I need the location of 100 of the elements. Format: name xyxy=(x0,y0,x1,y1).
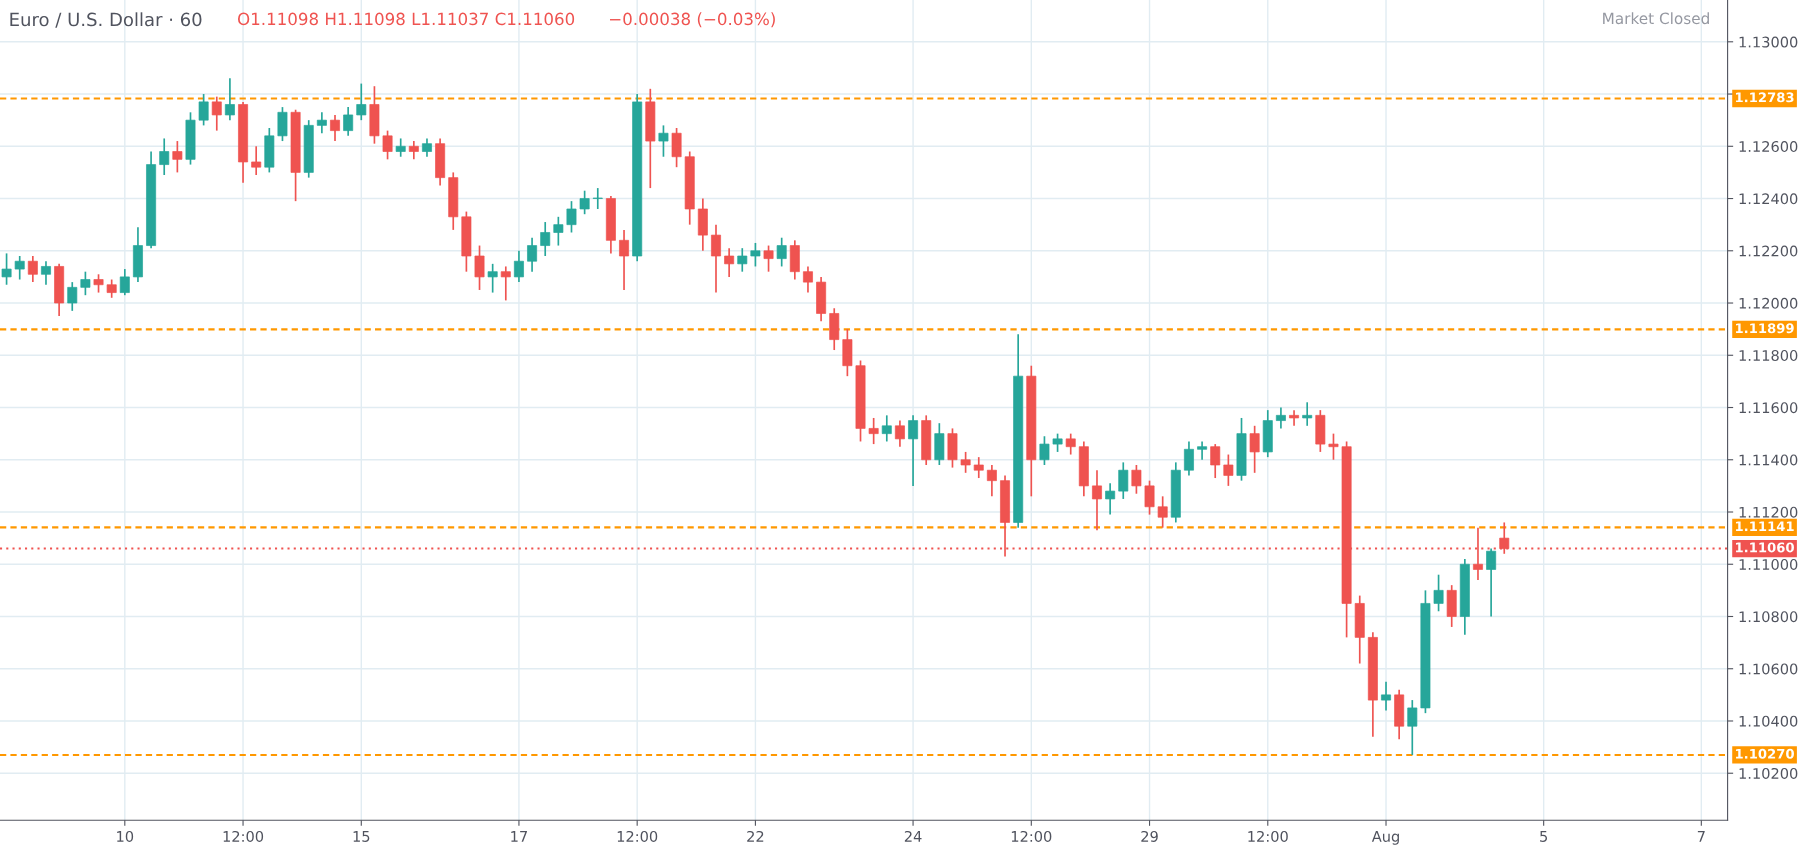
candlestick xyxy=(119,268,130,297)
candlestick xyxy=(566,200,577,234)
candlestick xyxy=(1249,424,1260,474)
candlestick xyxy=(500,265,511,302)
ref-line-label: 1.12783 xyxy=(1735,92,1794,103)
candlestick xyxy=(408,140,419,161)
y-tick-label: 1.13000 xyxy=(1739,36,1798,48)
candlestick xyxy=(973,456,984,479)
candlestick xyxy=(1105,482,1116,516)
candlestick xyxy=(14,255,25,281)
candlestick xyxy=(198,93,209,127)
x-tick-label: 12:00 xyxy=(223,830,264,842)
candlestick xyxy=(658,124,669,158)
ref-line-label: 1.11899 xyxy=(1735,323,1794,334)
y-tick-label: 1.10800 xyxy=(1739,611,1798,623)
candlestick xyxy=(422,137,432,158)
candlestick xyxy=(579,189,590,216)
x-tick-label: 24 xyxy=(904,830,922,842)
y-tick-label: 1.11400 xyxy=(1739,454,1798,466)
candlestick xyxy=(277,106,288,142)
candlestick xyxy=(316,111,327,135)
candlestick xyxy=(1210,443,1221,479)
ref-line-label: 1.10270 xyxy=(1735,748,1794,759)
y-tick-label: 1.12000 xyxy=(1739,297,1798,309)
candlestick xyxy=(986,464,997,498)
y-tick-label: 1.12400 xyxy=(1739,193,1798,205)
candlestick xyxy=(474,244,485,291)
candlestick xyxy=(1092,469,1102,532)
candlestick xyxy=(737,247,748,273)
candlestick xyxy=(67,281,78,312)
y-tick-label: 1.11000 xyxy=(1739,558,1798,570)
candlestick xyxy=(41,260,51,286)
candlestick xyxy=(724,247,735,278)
candlestick xyxy=(1328,432,1339,461)
y-tick-label: 1.11800 xyxy=(1739,349,1798,362)
candlestick xyxy=(1157,495,1168,529)
candlestick xyxy=(1407,699,1418,756)
candlestick xyxy=(908,414,919,487)
candlestick xyxy=(513,249,524,283)
candlestick xyxy=(330,114,340,142)
candlestick xyxy=(1223,453,1234,487)
candlestick xyxy=(1486,547,1497,618)
x-tick-label: 22 xyxy=(747,830,764,842)
candlestick xyxy=(1184,440,1194,477)
x-tick-label: 7 xyxy=(1697,831,1705,842)
y-tick-label: 1.11600 xyxy=(1739,402,1798,414)
candlestick xyxy=(960,451,971,474)
candlestick xyxy=(211,95,222,132)
text: Euro / U.S. Dollar · 60 xyxy=(10,12,202,28)
candlestick xyxy=(776,236,787,268)
candlestick xyxy=(487,263,498,294)
candlestick xyxy=(1433,573,1444,613)
candlestick xyxy=(894,419,905,448)
ref-line-label: 1.11060 xyxy=(1735,542,1794,553)
x-tick-label: 17 xyxy=(511,831,527,842)
candlestick xyxy=(172,140,183,174)
x-tick-label: 12:00 xyxy=(1248,830,1288,842)
candlestick xyxy=(527,236,538,273)
y-tick-label: 1.12200 xyxy=(1739,245,1798,257)
candlestick xyxy=(1052,432,1063,453)
y-tick-label: 1.10600 xyxy=(1739,663,1798,675)
annotation: Market Closed xyxy=(1603,12,1709,25)
candlestick xyxy=(1039,435,1050,466)
candlestick xyxy=(93,273,104,294)
y-tick-label: 1.10200 xyxy=(1739,767,1798,779)
candlestick xyxy=(80,270,91,297)
candlestick xyxy=(356,82,367,121)
candlestick xyxy=(343,106,354,137)
candlestick xyxy=(1118,461,1129,500)
candlestick xyxy=(1197,440,1208,461)
candlestick xyxy=(881,414,892,443)
candlestick xyxy=(553,215,564,247)
candlestick xyxy=(1065,432,1076,456)
candlestick xyxy=(540,221,551,257)
x-tick-label: 15 xyxy=(353,831,370,842)
candlestick xyxy=(592,187,603,210)
candlestick xyxy=(1275,406,1286,430)
candlestick xyxy=(868,417,879,445)
candlestick xyxy=(671,127,682,169)
candlestick xyxy=(382,129,393,161)
candlestick xyxy=(159,137,170,176)
y-tick-label: 1.12600 xyxy=(1739,141,1798,153)
x-tick-label: 12:00 xyxy=(617,830,658,842)
candlestick xyxy=(750,242,761,268)
candlestick xyxy=(1,252,12,286)
candlestick xyxy=(763,244,774,273)
candlestick xyxy=(619,229,629,291)
y-tick-label: 1.11200 xyxy=(1739,506,1798,518)
x-tick-label: 29 xyxy=(1141,830,1158,842)
ref-line-label: 1.11141 xyxy=(1735,521,1794,532)
candlestick xyxy=(106,278,117,299)
candlestick xyxy=(1289,409,1299,427)
candlestick xyxy=(1144,479,1155,516)
x-tick-label: 5 xyxy=(1540,831,1548,842)
candlestick xyxy=(1381,680,1391,712)
annotation: −0.00038 (−0.03%) xyxy=(610,12,775,28)
candlestick xyxy=(224,77,235,121)
candlestick xyxy=(1131,464,1142,495)
x-tick-label: Aug xyxy=(1371,831,1399,845)
annotation: O1.11098 H1.11098 L1.11037 C1.11060 xyxy=(238,12,575,26)
